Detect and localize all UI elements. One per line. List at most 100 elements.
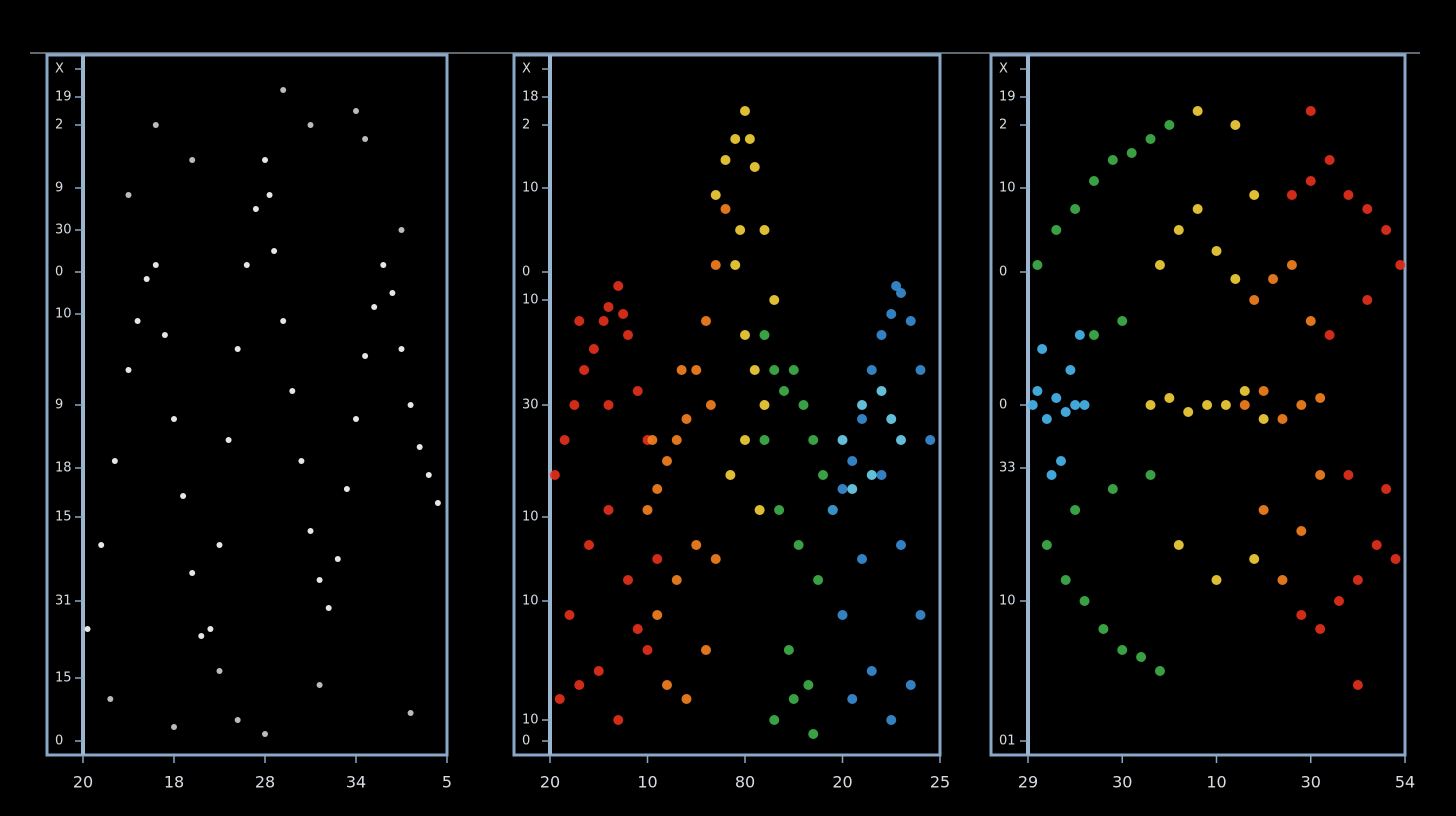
point xyxy=(353,416,359,422)
point xyxy=(362,353,369,359)
point xyxy=(1051,225,1062,235)
point xyxy=(325,605,332,611)
y-tick-label: 10 xyxy=(55,307,72,322)
point xyxy=(662,680,672,690)
point xyxy=(1220,400,1231,410)
point xyxy=(152,122,159,128)
point xyxy=(749,162,760,172)
point xyxy=(371,304,378,310)
x-tick-label: 29 xyxy=(1018,773,1038,792)
point xyxy=(125,192,132,198)
point xyxy=(613,281,624,291)
y-tick-label: 01 xyxy=(999,734,1016,749)
point xyxy=(603,302,614,312)
point xyxy=(1249,295,1260,305)
point xyxy=(1352,680,1363,690)
point xyxy=(216,668,223,674)
point xyxy=(1173,225,1184,235)
point xyxy=(681,694,692,704)
point xyxy=(189,570,196,576)
point xyxy=(632,386,643,396)
point xyxy=(891,281,902,291)
point xyxy=(774,505,785,515)
point xyxy=(111,458,118,464)
point xyxy=(759,225,770,235)
point xyxy=(593,666,604,676)
point xyxy=(915,365,926,375)
point xyxy=(189,157,196,163)
point xyxy=(1296,400,1307,410)
point xyxy=(1202,400,1213,410)
point xyxy=(307,122,314,128)
point xyxy=(1258,505,1269,515)
point xyxy=(793,540,804,550)
point xyxy=(234,346,241,352)
y-tick-label: 10 xyxy=(999,181,1016,196)
point xyxy=(1126,148,1137,158)
point xyxy=(886,715,897,725)
point xyxy=(216,542,223,548)
point xyxy=(857,554,867,564)
point xyxy=(84,626,91,632)
point xyxy=(808,729,819,739)
point xyxy=(207,626,214,632)
point xyxy=(857,400,867,410)
point xyxy=(876,386,887,396)
point xyxy=(1390,554,1401,564)
y-tick-label: 19 xyxy=(55,90,72,105)
point xyxy=(769,715,780,725)
point xyxy=(171,724,177,730)
point xyxy=(1136,652,1147,662)
point xyxy=(554,694,565,704)
point xyxy=(1060,575,1071,585)
point xyxy=(407,710,414,716)
point xyxy=(623,575,633,585)
x-tick-label: 20 xyxy=(832,773,852,792)
point xyxy=(152,262,159,268)
point xyxy=(1065,365,1076,375)
point xyxy=(579,365,590,375)
point xyxy=(1173,540,1184,550)
point xyxy=(234,717,241,723)
point xyxy=(1037,344,1048,354)
x-tick-label: 10 xyxy=(637,773,657,792)
point xyxy=(316,577,323,583)
point xyxy=(1305,316,1316,326)
point xyxy=(1070,505,1081,515)
point xyxy=(652,610,663,620)
point xyxy=(783,645,794,655)
x-tick-label: 30 xyxy=(1301,773,1321,792)
point xyxy=(720,204,731,214)
point xyxy=(1296,526,1307,536)
y-tick-label: 0 xyxy=(522,734,530,749)
point xyxy=(662,456,672,466)
point xyxy=(701,316,711,326)
point xyxy=(603,505,614,515)
point xyxy=(813,575,824,585)
point xyxy=(886,309,897,319)
point xyxy=(1079,596,1090,606)
y-tick-label: X xyxy=(522,62,531,77)
point xyxy=(642,505,653,515)
point xyxy=(671,575,682,585)
point xyxy=(1032,386,1043,396)
point xyxy=(769,365,780,375)
point xyxy=(262,731,268,737)
point xyxy=(569,400,580,410)
point xyxy=(1315,470,1326,480)
point xyxy=(1249,554,1260,564)
point xyxy=(1343,190,1354,200)
point xyxy=(876,470,887,480)
point xyxy=(730,134,741,144)
x-tick-label: 18 xyxy=(164,773,184,792)
point xyxy=(1032,260,1043,270)
point xyxy=(847,456,858,466)
y-tick-label: 15 xyxy=(55,671,72,686)
y-tick-label: 9 xyxy=(55,398,63,413)
point xyxy=(876,330,887,340)
x-tick-label: 28 xyxy=(255,773,275,792)
point xyxy=(857,414,867,424)
y-tick-label: 2 xyxy=(522,118,530,133)
point xyxy=(642,645,653,655)
